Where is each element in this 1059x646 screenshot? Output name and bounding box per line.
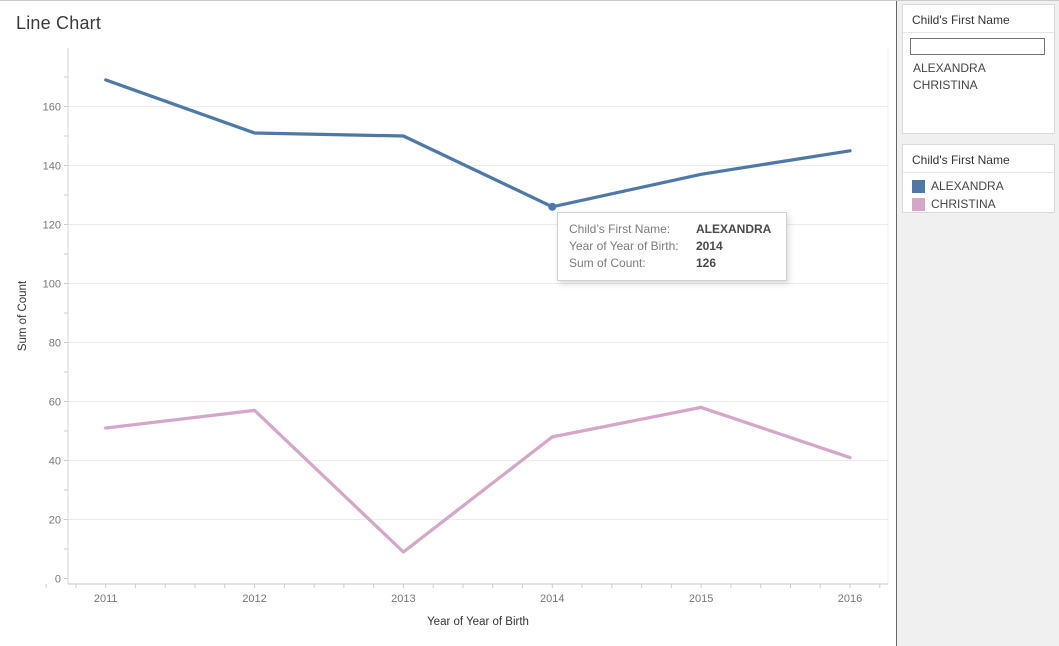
y-tick-label: 20 [49, 515, 61, 527]
tooltip-row-value: ALEXANDRA [696, 222, 772, 236]
legend-entry[interactable]: CHRISTINA [903, 195, 1054, 213]
series-line-christina[interactable] [104, 405, 852, 554]
line-chart: 0 20 40 60 80 100 120 140 160 2011 2012 2013 2014 201… [17, 48, 889, 628]
y-tick-label: 60 [49, 397, 61, 409]
y-tick-label: 140 [43, 161, 61, 173]
y-tick-label: 0 [55, 574, 61, 586]
x-tick-label: 2015 [689, 593, 713, 605]
filter-item[interactable]: CHRISTINA [913, 78, 978, 92]
x-tick-label: 2013 [391, 593, 415, 605]
tooltip-row-label: Child’s First Name: [569, 222, 671, 236]
y-tick-label: 160 [43, 102, 61, 114]
tooltip-row-label: Sum of Count: [569, 256, 646, 270]
y-tick-label: 100 [43, 279, 61, 291]
sidebar: Child's First Name ALEXANDRA CHRISTINA Ch… [897, 1, 1059, 646]
filter-item[interactable]: ALEXANDRA [913, 61, 986, 75]
tooltip-row-value: 2014 [696, 239, 723, 253]
y-tick-label: 120 [43, 220, 61, 232]
y-tick-label: 80 [49, 338, 61, 350]
tooltip-row-label: Year of Year of Birth: [569, 239, 679, 253]
legend-card-title: Child's First Name [903, 145, 1054, 173]
y-tick-label: 40 [49, 456, 61, 468]
x-tick-label: 2011 [94, 593, 118, 605]
legend-entry-label: ALEXANDRA [931, 179, 1004, 193]
filter-card: Child's First Name ALEXANDRA CHRISTINA [902, 4, 1055, 134]
x-tick-label: 2014 [540, 593, 564, 605]
highlighted-point-marker[interactable] [548, 202, 557, 211]
page-title: Line Chart [16, 13, 102, 33]
x-axis-title: Year of Year of Birth [427, 616, 529, 628]
chart-pane: Line Chart 0 20 40 60 80 100 120 140 160 2011 2012… [0, 1, 897, 646]
legend-card: Child's First Name ALEXANDRA CHRISTINA [902, 144, 1055, 213]
series-line-alexandra[interactable] [104, 78, 852, 209]
legend-entries: ALEXANDRA CHRISTINA [903, 173, 1054, 213]
legend-swatch-christina [912, 197, 925, 211]
legend-entry[interactable]: ALEXANDRA [903, 177, 1054, 195]
tooltip-row-value: 126 [696, 256, 717, 270]
filter-search-input[interactable] [910, 38, 1045, 55]
x-tick-label: 2016 [838, 593, 862, 605]
tooltip: Child’s First Name: ALEXANDRA Year of Year… [557, 212, 787, 281]
filter-card-title: Child's First Name [903, 5, 1054, 33]
x-tick-label: 2012 [242, 593, 266, 605]
legend-entry-label: CHRISTINA [931, 197, 996, 211]
filter-list: ALEXANDRA CHRISTINA [903, 60, 1054, 94]
y-axis-title: Sum of Count [17, 280, 29, 351]
legend-swatch-alexandra [912, 179, 925, 193]
